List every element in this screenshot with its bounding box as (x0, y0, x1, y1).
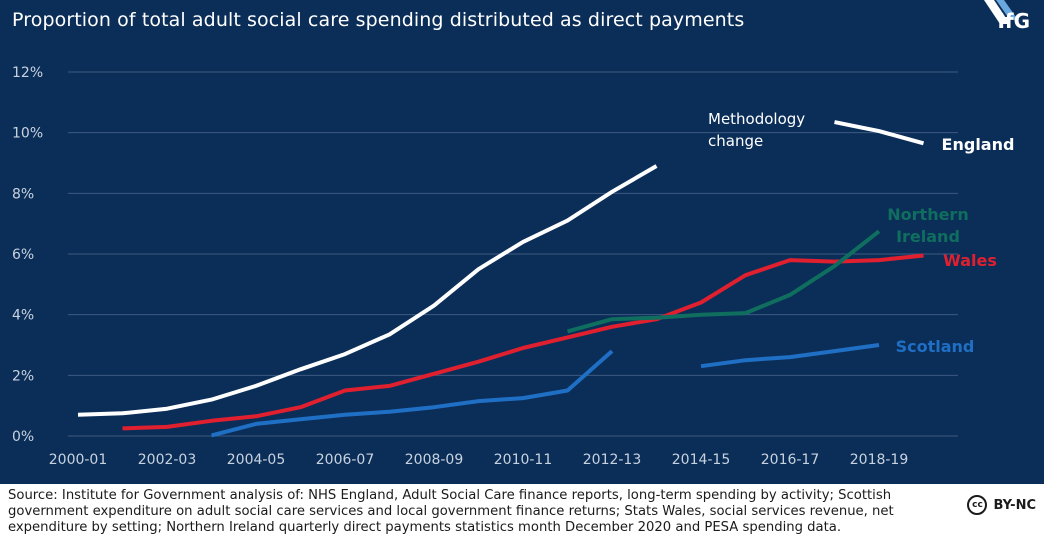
x-tick-label: 2012-13 (583, 452, 642, 468)
x-tick-label: 2006-07 (316, 452, 375, 468)
x-tick-label: 2004-05 (227, 452, 286, 468)
license-badge: cc BY-NC (967, 495, 1036, 515)
x-tick-label: 2018-19 (850, 452, 909, 468)
series-label-northern-ireland: Northern (887, 205, 968, 224)
logo-text: IfG (997, 9, 1030, 33)
annotation-label: change (708, 132, 763, 150)
series-line-scotland (210, 349, 614, 438)
series-line-scotland (700, 343, 880, 369)
plot-area: 0% 2% 4% 6% 8% 10% 12% 2000-01 2002-03 2004-05 200… (0, 44, 1044, 484)
series-label-northern-ireland: Ireland (896, 227, 960, 246)
series-label-scotland: Scotland (896, 337, 975, 356)
series-label-wales: Wales (943, 251, 997, 270)
y-tick-label: 12% (12, 65, 43, 81)
series-label-england: England (942, 135, 1015, 154)
line-chart: 0% 2% 4% 6% 8% 10% 12% 2000-01 2002-03 2004-05 200… (12, 65, 1015, 468)
source-note: Source: Institute for Government analysi… (8, 488, 894, 535)
x-tick-label: 2002-03 (138, 452, 197, 468)
y-tick-label: 8% (12, 186, 34, 202)
title-bar: Proportion of total adult social care sp… (0, 0, 1044, 44)
ifg-logo: IfG (956, 0, 1044, 44)
x-tick-label: 2010-11 (494, 452, 553, 468)
series-line-northern-ireland (566, 229, 881, 334)
x-tick-label: 2014-15 (672, 452, 731, 468)
y-tick-label: 6% (12, 247, 34, 263)
series-line-england (834, 120, 925, 146)
y-tick-label: 10% (12, 126, 43, 142)
x-tick-label: 2000-01 (49, 452, 108, 468)
annotation-label: Methodology (708, 110, 805, 128)
series-line-england (77, 164, 658, 417)
license-text: BY-NC (993, 497, 1036, 513)
y-tick-label: 4% (12, 308, 34, 324)
cc-icon: cc (967, 495, 988, 515)
x-tick-label: 2008-09 (405, 452, 464, 468)
y-tick-label: 0% (12, 429, 34, 445)
x-tick-label: 2016-17 (761, 452, 820, 468)
y-tick-label: 2% (12, 368, 34, 384)
series-line-wales (122, 253, 924, 431)
logo-stripes-icon (984, 0, 1018, 24)
chart-title: Proportion of total adult social care sp… (12, 9, 745, 31)
